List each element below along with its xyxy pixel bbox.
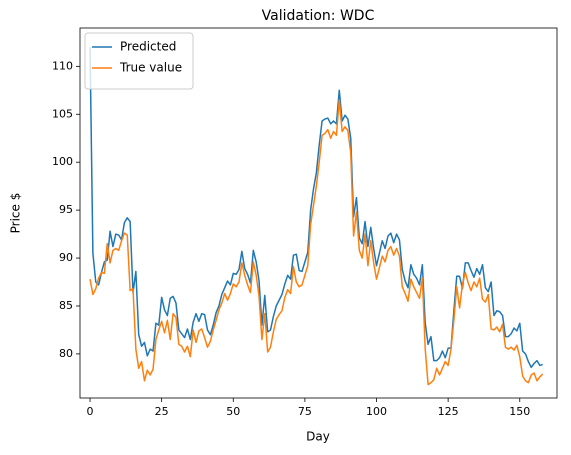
y-tick-label: 80 xyxy=(59,347,73,360)
line-series xyxy=(89,99,544,386)
y-tick-label: 85 xyxy=(59,299,73,312)
chart-title: Validation: WDC xyxy=(262,8,375,24)
legend-label: True value xyxy=(119,61,182,75)
y-tick-label: 90 xyxy=(59,251,73,264)
x-tick-label: 75 xyxy=(298,405,312,418)
y-tick-label: 110 xyxy=(52,59,73,72)
x-axis-label: Day xyxy=(306,430,330,444)
x-tick-label: 100 xyxy=(366,405,387,418)
y-tick-label: 105 xyxy=(52,107,73,120)
y-tick-label: 100 xyxy=(52,155,73,168)
line-series xyxy=(89,47,543,369)
plot-frame xyxy=(79,27,558,399)
x-tick-label: 25 xyxy=(155,405,169,418)
y-tick-label: 95 xyxy=(59,203,73,216)
x-tick-label: 150 xyxy=(509,405,530,418)
x-tick-label: 0 xyxy=(87,405,94,418)
x-tick-label: 125 xyxy=(438,405,459,418)
x-tick-label: 50 xyxy=(226,405,240,418)
legend-label: Predicted xyxy=(120,40,176,54)
y-axis-label: Price $ xyxy=(9,193,23,234)
